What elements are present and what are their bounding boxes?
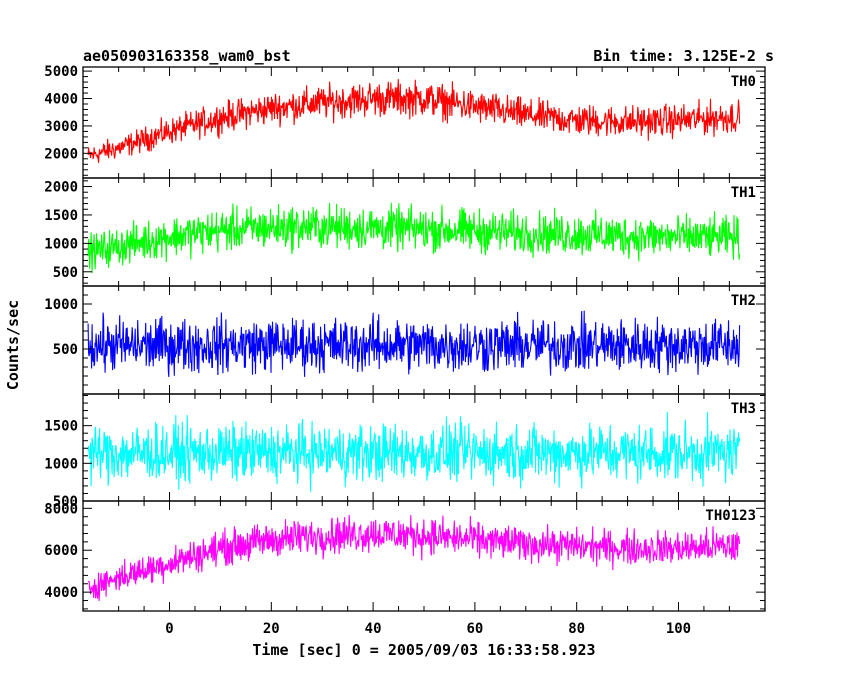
series-th1 — [87, 202, 741, 274]
x-tick-label: 80 — [568, 621, 585, 637]
y-tick-label-th0: 4000 — [44, 92, 78, 108]
panel-label-th0123: TH0123 — [705, 508, 756, 524]
x-tick-label: 0 — [165, 621, 173, 637]
y-tick-label-th2: 1000 — [44, 297, 78, 313]
chart-title: ae050903163358_wam0_bst — [83, 47, 291, 65]
y-tick-label-th1: 2000 — [44, 180, 78, 196]
panel-label-th3: TH3 — [731, 401, 756, 417]
series-th0123 — [87, 514, 741, 602]
series-th2 — [87, 310, 741, 377]
series-layer — [87, 79, 741, 602]
x-tick-label: 100 — [666, 621, 691, 637]
panel-frame-th3 — [82, 393, 766, 502]
y-tick-label-th0123: 8000 — [44, 501, 78, 517]
y-tick-label-th0: 3000 — [44, 119, 78, 135]
y-tick-label-th3: 1500 — [44, 419, 78, 435]
y-tick-label-th3: 1000 — [44, 456, 78, 472]
panel-label-th2: TH2 — [731, 293, 756, 309]
x-tick-label: 40 — [365, 621, 382, 637]
panel-label-th0: TH0 — [731, 74, 756, 90]
y-tick-label-th0: 2000 — [44, 146, 78, 162]
y-axis-label: Counts/sec — [4, 300, 22, 390]
x-tick-label: 60 — [466, 621, 483, 637]
panel-label-th1: TH1 — [731, 185, 756, 201]
series-th3 — [87, 412, 741, 492]
bin-time-label: Bin time: 3.125E-2 s — [593, 47, 774, 65]
series-th0 — [87, 79, 741, 163]
y-tick-label-th0123: 4000 — [44, 585, 78, 601]
y-tick-label-th2: 500 — [53, 342, 78, 358]
y-tick-label-th1: 500 — [53, 265, 78, 281]
y-tick-label-th0: 5000 — [44, 64, 78, 80]
y-tick-label-th3: 500 — [53, 494, 78, 510]
x-axis-label: Time [sec] 0 = 2005/09/03 16:33:58.923 — [252, 641, 595, 659]
y-tick-label-th1: 1000 — [44, 236, 78, 252]
y-tick-label-th0123: 6000 — [44, 543, 78, 559]
x-tick-label: 20 — [263, 621, 280, 637]
y-tick-label-th1: 1500 — [44, 208, 78, 224]
